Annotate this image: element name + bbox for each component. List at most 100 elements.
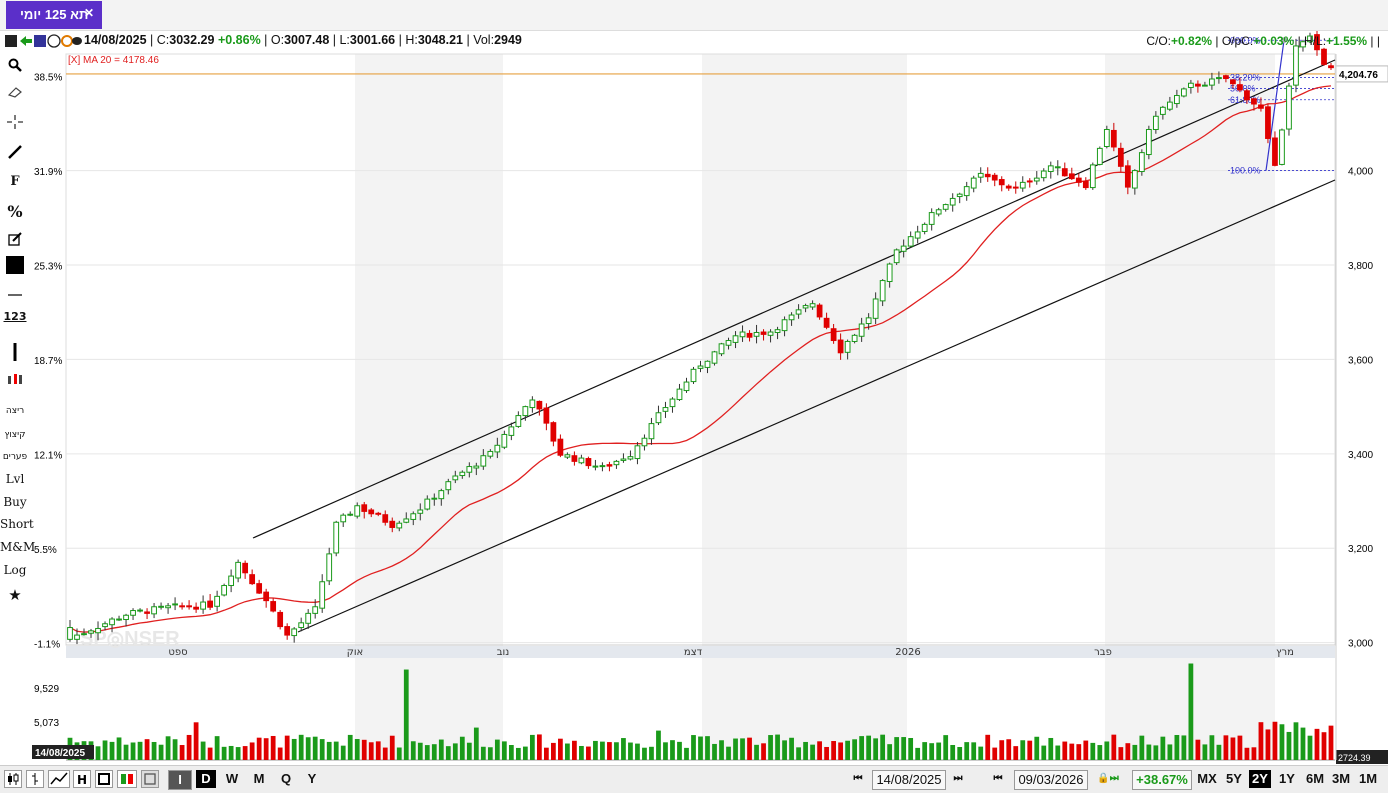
candle	[221, 583, 228, 597]
span-button-6m[interactable]: 6M	[1305, 771, 1325, 786]
volume-bar	[565, 743, 570, 760]
first-page-icon[interactable]: ⏮	[853, 773, 863, 784]
volume-bar	[698, 736, 703, 760]
fib-level-label: 38.20%	[1230, 73, 1261, 83]
candle	[445, 478, 452, 495]
volume-bar	[1216, 744, 1222, 760]
line-type-icon	[48, 770, 70, 788]
candle	[711, 350, 718, 366]
volume-bar	[964, 742, 970, 760]
candle	[1251, 97, 1257, 111]
chart-type-icons[interactable]: H	[4, 770, 164, 788]
mm-button[interactable]: M&M	[0, 540, 36, 554]
candle	[613, 459, 620, 469]
candle-body	[368, 509, 375, 515]
short-button[interactable]: Short	[0, 517, 34, 531]
volume-bar	[600, 741, 605, 760]
star-icon[interactable]: ★	[8, 586, 22, 604]
candle-body	[123, 614, 129, 621]
candle	[382, 510, 389, 526]
toolbar-cut-label[interactable]: קיצוץ	[4, 430, 26, 440]
buy-button[interactable]: Buy	[3, 495, 27, 509]
span-button-mx[interactable]: MX	[1197, 771, 1217, 786]
candle-body	[788, 314, 795, 321]
candle-body	[907, 236, 914, 247]
candle	[207, 594, 213, 611]
period-button-q[interactable]: Q	[280, 771, 292, 786]
volume-bar	[1167, 744, 1173, 760]
candle-body	[732, 335, 739, 343]
volume-bar	[438, 739, 444, 760]
candle-body	[1209, 78, 1215, 86]
candle	[886, 262, 893, 288]
volume-bar	[291, 738, 297, 760]
candle	[277, 610, 284, 630]
candle	[452, 470, 459, 484]
volume-bar	[347, 734, 353, 760]
period-button-d[interactable]: D	[196, 770, 216, 788]
candle-body	[809, 303, 816, 308]
volume-bar	[719, 740, 724, 760]
candle	[1188, 79, 1194, 94]
pct-tick-label: 12.1%	[34, 450, 62, 461]
candle-body	[1181, 88, 1187, 97]
period-i-icon[interactable]: I	[168, 770, 192, 790]
candle	[991, 172, 998, 187]
toolbar-run-label[interactable]: ריצה	[5, 406, 25, 416]
candle	[676, 383, 683, 401]
candle	[1321, 47, 1327, 66]
volume-bar	[922, 742, 928, 760]
line-tool-icon[interactable]	[0, 144, 30, 164]
volume-bar	[705, 736, 710, 760]
search-icon[interactable]	[0, 58, 30, 76]
range-from-date[interactable]: 14/08/2025	[872, 770, 946, 790]
candle	[1047, 161, 1054, 179]
volume-bar	[123, 744, 129, 760]
candle-body	[886, 263, 893, 283]
color-swatch-icon[interactable]	[0, 256, 30, 278]
span-button-5y[interactable]: 5Y	[1226, 771, 1242, 786]
span-button-3m[interactable]: 3M	[1331, 771, 1351, 786]
candle-body	[410, 513, 417, 520]
pencil-icon[interactable]	[0, 232, 30, 250]
period-button-y[interactable]: Y	[307, 771, 317, 786]
candle	[1096, 146, 1103, 166]
period-button-m[interactable]: M	[253, 771, 265, 786]
prev-page-icon[interactable]: ⏮	[993, 773, 1003, 784]
volume-bar	[607, 742, 612, 760]
range-to-date[interactable]: 09/03/2026	[1014, 770, 1088, 790]
log-button[interactable]: Log	[3, 563, 27, 577]
vertical-arrow-icon[interactable]	[0, 342, 30, 366]
volume-bar	[677, 741, 682, 760]
close-icon[interactable]: ✕	[83, 6, 94, 20]
candle-body	[487, 450, 494, 457]
toolbar-icons[interactable]	[4, 33, 82, 49]
candle	[466, 462, 473, 478]
candle-body	[1131, 170, 1138, 189]
lock-nav-icon[interactable]: 🔒⏭	[1097, 773, 1119, 784]
chart-tab[interactable]: תא 125 יומי ✕	[6, 1, 102, 29]
crosshair-icon[interactable]	[0, 115, 30, 133]
pct-tick-label: 5.5%	[34, 545, 57, 556]
numbers-tool-button[interactable]: 123	[3, 310, 27, 323]
volume-bar	[859, 736, 865, 760]
volume-bar	[508, 745, 514, 760]
candles-icon[interactable]	[0, 372, 30, 390]
percent-tool-button[interactable]: %	[7, 202, 23, 221]
period-button-w[interactable]: W	[225, 771, 239, 786]
next-page-icon[interactable]: ⏭	[953, 773, 963, 784]
volume-bar	[908, 737, 914, 760]
span-button-2y[interactable]: 2Y	[1249, 770, 1271, 788]
eraser-icon[interactable]	[0, 86, 30, 102]
span-button-1y[interactable]: 1Y	[1279, 771, 1295, 786]
volume-bar	[1139, 735, 1145, 760]
candle-body	[137, 609, 143, 612]
candle-body	[935, 209, 942, 215]
lvl-button[interactable]: Lvl	[5, 472, 25, 486]
chart-area[interactable]: 3,000 3,200 3,400 3,600 3,800 4,000 -1.1% 5.5% 1…	[0, 0, 1388, 765]
fib-tool-button[interactable]: F	[10, 174, 20, 189]
candle	[109, 617, 115, 633]
toolbar-gaps-label[interactable]: פערים	[2, 452, 28, 462]
span-button-1m[interactable]: 1M	[1358, 771, 1378, 786]
horizontal-line-icon[interactable]	[0, 286, 30, 301]
